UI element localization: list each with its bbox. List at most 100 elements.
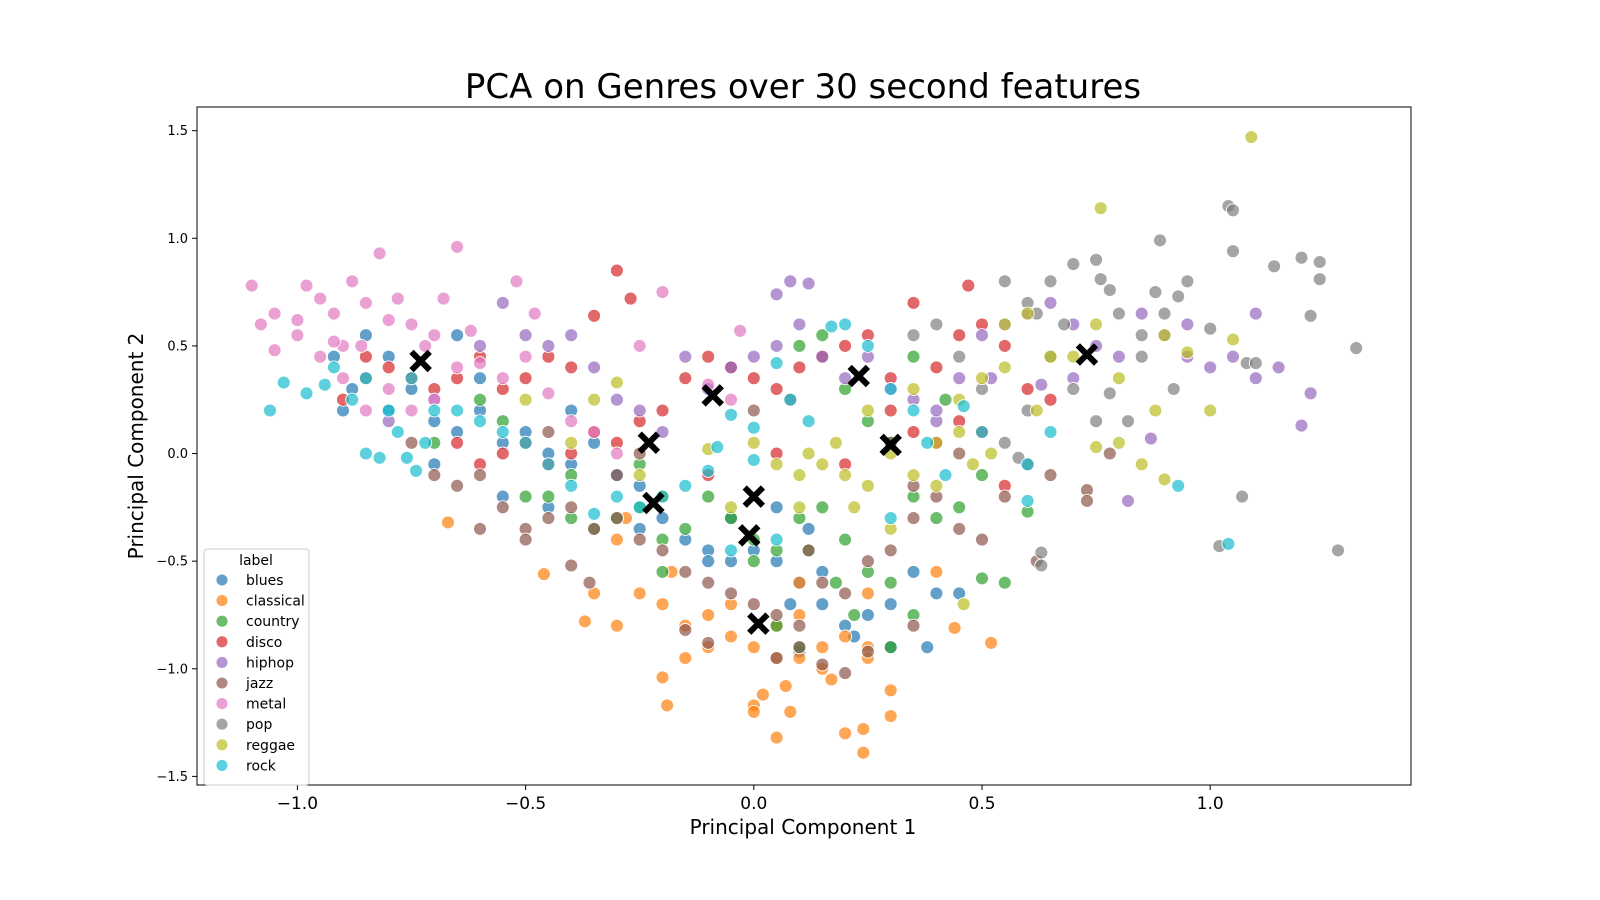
legend-item-country: country xyxy=(215,614,300,630)
point-reggae xyxy=(906,468,921,483)
point-rock xyxy=(801,414,816,429)
centroid-marker xyxy=(642,491,665,515)
point-disco xyxy=(587,308,602,323)
point-rock xyxy=(1221,536,1236,551)
point-metal xyxy=(244,278,259,293)
point-pop xyxy=(1226,203,1240,218)
point-metal xyxy=(404,403,419,418)
point-metal xyxy=(381,313,396,328)
point-pop xyxy=(1312,255,1327,269)
point-reggae xyxy=(975,371,989,386)
legend-item-hiphop: hiphop xyxy=(215,655,294,671)
point-reggae xyxy=(792,500,807,515)
point-rock xyxy=(427,403,442,418)
point-pop xyxy=(1349,341,1364,356)
point-country xyxy=(952,500,967,515)
point-country xyxy=(847,608,862,622)
point-country xyxy=(828,575,843,590)
legend-item-metal: metal xyxy=(215,697,286,713)
point-disco xyxy=(792,360,807,375)
point-hiphop xyxy=(473,338,487,353)
point-jazz xyxy=(801,543,816,558)
point-reggae xyxy=(1020,306,1035,321)
point-reggae xyxy=(1180,345,1195,360)
point-hiphop xyxy=(1111,349,1126,364)
point-metal xyxy=(564,414,579,429)
point-metal xyxy=(609,446,624,461)
point-rock xyxy=(1020,493,1035,508)
legend-marker xyxy=(215,594,229,608)
point-pop xyxy=(1102,283,1117,297)
point-hiphop xyxy=(815,349,830,364)
point-pop xyxy=(1066,382,1081,396)
point-jazz xyxy=(975,532,989,547)
point-hiphop xyxy=(1180,317,1195,332)
point-metal xyxy=(326,306,341,321)
point-reggae xyxy=(906,382,921,396)
point-country xyxy=(997,575,1012,590)
point-rock xyxy=(345,392,360,407)
point-classical xyxy=(655,670,670,685)
point-pop xyxy=(1089,414,1104,429)
point-metal xyxy=(358,403,373,418)
point-rock xyxy=(883,511,898,526)
data-points xyxy=(244,130,1364,760)
point-rock xyxy=(746,453,761,467)
centroid-marker xyxy=(742,485,766,508)
x-tick-label: 0.0 xyxy=(740,794,767,814)
point-blues xyxy=(701,554,716,569)
y-tick-label: −1.0 xyxy=(156,662,188,677)
point-country xyxy=(746,554,761,569)
point-disco xyxy=(609,263,624,278)
point-reggae xyxy=(792,468,807,483)
point-rock xyxy=(276,375,291,390)
legend-title: label xyxy=(239,553,273,569)
centroid-marker xyxy=(879,433,902,457)
y-axis-label: Principal Component 2 xyxy=(124,333,148,560)
point-hiphop xyxy=(792,317,807,332)
point-hiphop xyxy=(1248,306,1263,321)
point-hiphop xyxy=(1134,306,1149,321)
point-metal xyxy=(313,349,328,364)
point-jazz xyxy=(541,511,556,526)
point-classical xyxy=(838,629,853,644)
point-rock xyxy=(906,403,921,418)
point-jazz xyxy=(792,640,807,655)
point-jazz xyxy=(473,521,487,536)
point-jazz xyxy=(952,446,967,461)
point-metal xyxy=(541,386,556,401)
point-reggae xyxy=(801,446,816,461)
point-disco xyxy=(564,360,579,375)
point-classical xyxy=(441,515,455,530)
point-rock xyxy=(518,435,533,450)
point-metal xyxy=(436,291,451,306)
point-hiphop xyxy=(769,287,784,302)
point-metal xyxy=(354,338,369,353)
point-pop xyxy=(1166,382,1181,396)
point-metal xyxy=(404,317,419,332)
point-rock xyxy=(358,371,373,386)
x-tick-label: 0.5 xyxy=(968,794,995,814)
point-rock xyxy=(838,317,853,332)
point-rock xyxy=(920,435,935,450)
point-rock xyxy=(824,319,839,334)
plot-area xyxy=(197,107,1411,785)
point-pop xyxy=(1134,328,1149,343)
legend-label: country xyxy=(246,614,300,630)
point-jazz xyxy=(906,511,921,526)
point-classical xyxy=(883,683,898,698)
y-tick-label: −0.5 xyxy=(156,555,188,570)
point-rock xyxy=(450,403,465,418)
point-reggae xyxy=(838,468,853,483)
legend-item-reggae: reggae xyxy=(215,738,295,754)
point-jazz xyxy=(860,644,875,659)
point-jazz xyxy=(838,666,853,681)
point-disco xyxy=(1043,392,1058,407)
point-rock xyxy=(358,446,373,461)
point-metal xyxy=(390,291,405,306)
legend-label: disco xyxy=(246,635,282,651)
point-disco xyxy=(450,435,465,450)
point-reggae xyxy=(769,457,784,472)
point-reggae xyxy=(1093,201,1108,216)
point-jazz xyxy=(701,635,716,650)
